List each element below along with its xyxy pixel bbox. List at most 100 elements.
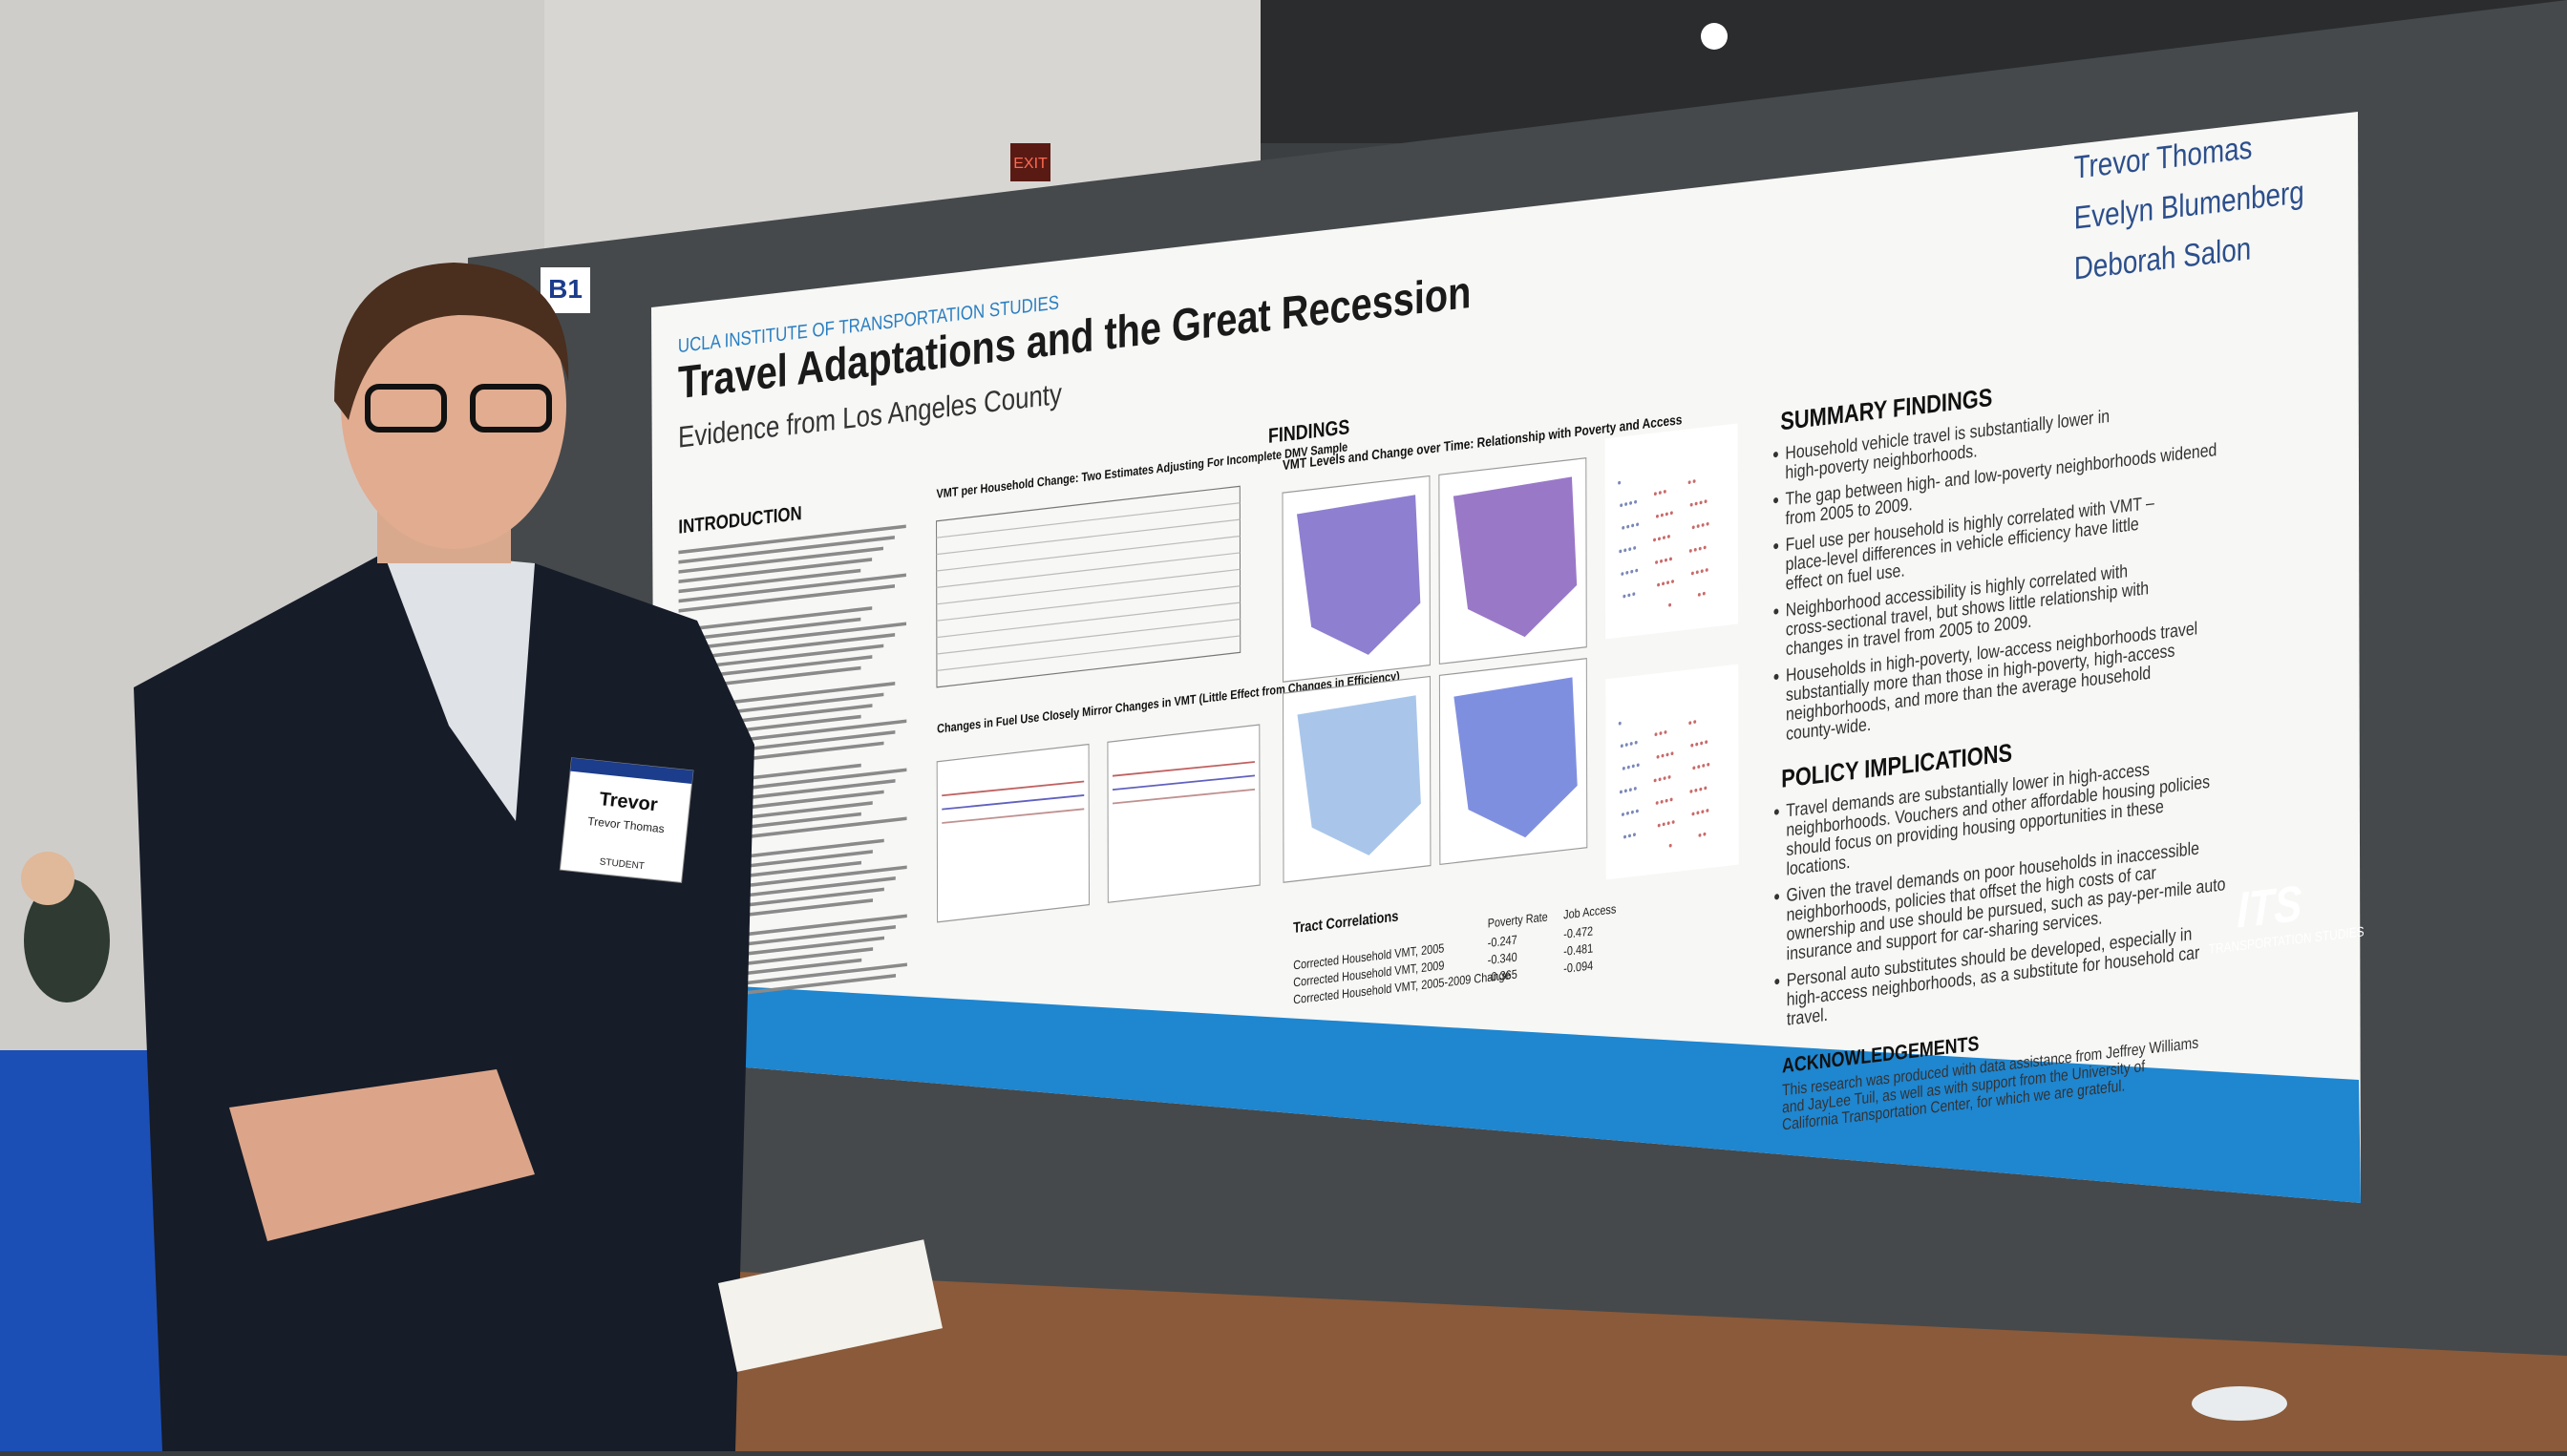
notepad bbox=[718, 1239, 943, 1372]
scatter-dot bbox=[1655, 560, 1659, 564]
table-cell: -0.247 bbox=[1488, 933, 1517, 951]
scatter-dot bbox=[1665, 798, 1668, 803]
table-rule bbox=[936, 618, 1241, 655]
scatter-dot bbox=[1694, 788, 1698, 792]
scatter-dot bbox=[1693, 720, 1697, 724]
scatter-dot bbox=[1664, 558, 1667, 562]
scatter-dot bbox=[1660, 513, 1664, 517]
exit-text: EXIT bbox=[1013, 156, 1048, 172]
body-text bbox=[678, 633, 896, 662]
scatter-dot bbox=[1656, 754, 1660, 759]
scatter-dot bbox=[1658, 491, 1662, 495]
map-shape bbox=[1453, 476, 1578, 638]
bullet bbox=[1774, 894, 1780, 900]
scatter-dot bbox=[1624, 502, 1628, 506]
scatter-dot bbox=[1635, 809, 1639, 813]
scatter-dot bbox=[1623, 789, 1627, 793]
mini-chart bbox=[936, 743, 1090, 923]
scatter-dot bbox=[1660, 800, 1664, 804]
mini-chart-line bbox=[1112, 774, 1255, 791]
scatter-dot bbox=[1630, 569, 1634, 574]
scatter-dot bbox=[1670, 751, 1674, 756]
bullet bbox=[1772, 452, 1778, 458]
booth-label: B1 bbox=[548, 274, 583, 304]
scatter-dot bbox=[1691, 812, 1695, 816]
scatter-dot bbox=[1695, 570, 1699, 575]
scatter-dot bbox=[1671, 820, 1675, 824]
scatter-dot bbox=[1621, 812, 1624, 816]
hands bbox=[229, 1069, 535, 1241]
scatter-dot bbox=[1620, 503, 1623, 508]
scatter-dot bbox=[1655, 514, 1659, 518]
body-text bbox=[678, 584, 896, 613]
scatter-dot bbox=[1663, 776, 1666, 780]
table-rule bbox=[936, 552, 1241, 589]
scatter-dot bbox=[1701, 523, 1705, 527]
scatter-dot bbox=[1653, 538, 1657, 542]
bullet bbox=[1773, 809, 1779, 815]
mini-chart-line bbox=[942, 780, 1085, 797]
scatter-dot bbox=[1662, 581, 1665, 586]
map-shape bbox=[1297, 695, 1421, 855]
scatter-dot bbox=[1699, 500, 1703, 505]
body-text bbox=[678, 524, 906, 555]
poster bbox=[651, 112, 2361, 1203]
scatter-dot bbox=[1696, 524, 1700, 528]
mini-chart-line bbox=[1113, 788, 1256, 805]
table-rule bbox=[936, 518, 1241, 556]
scatter bbox=[1604, 423, 1739, 640]
mini-chart-line bbox=[1112, 761, 1255, 777]
scatter-dot bbox=[1626, 765, 1630, 770]
bullet bbox=[1774, 979, 1780, 985]
bullet bbox=[1773, 608, 1779, 615]
scatter-dot bbox=[1653, 778, 1657, 783]
scatter-dot bbox=[1690, 743, 1694, 748]
scatter-dot bbox=[1704, 786, 1708, 791]
scatter-dot bbox=[1627, 834, 1631, 838]
scatter-dot bbox=[1669, 511, 1673, 516]
scatter-dot bbox=[1636, 522, 1640, 527]
scatter-dot bbox=[1692, 766, 1696, 770]
scatter-dot bbox=[1705, 568, 1708, 572]
map-shape bbox=[1453, 677, 1578, 838]
scatter-dot bbox=[1631, 764, 1635, 769]
light bbox=[1701, 23, 1728, 50]
scatter-dot bbox=[1632, 833, 1636, 837]
body-text bbox=[678, 617, 861, 643]
scatter-dot bbox=[1706, 809, 1709, 812]
scatter-dot bbox=[1698, 834, 1702, 837]
scatter-dot bbox=[1668, 602, 1672, 607]
scatter-dot bbox=[1694, 501, 1698, 506]
cup bbox=[2192, 1386, 2287, 1421]
scatter-dot bbox=[1622, 766, 1625, 770]
scatter-dot bbox=[1626, 524, 1630, 529]
logo-mark: ITS bbox=[2237, 876, 2302, 939]
scatter-dot bbox=[1700, 741, 1704, 746]
scatter-dot bbox=[1654, 732, 1658, 737]
scatter-dot bbox=[1618, 721, 1622, 726]
map-shape bbox=[1296, 495, 1421, 655]
table-cell: -0.481 bbox=[1563, 940, 1593, 959]
scatter-dot bbox=[1618, 480, 1622, 485]
scatter-dot bbox=[1660, 559, 1664, 563]
table-cell: -0.365 bbox=[1488, 967, 1517, 985]
body-text bbox=[678, 622, 907, 652]
body-text bbox=[678, 536, 895, 564]
scatter-dot bbox=[1689, 790, 1693, 793]
body-text bbox=[678, 644, 884, 671]
scatter-dot bbox=[1690, 571, 1694, 576]
mini-chart bbox=[1107, 724, 1261, 903]
column-header: Poverty Rate bbox=[1488, 909, 1548, 930]
table bbox=[688, 1270, 2567, 1451]
scatter-dot bbox=[1623, 834, 1626, 839]
scatter-dot bbox=[1705, 740, 1708, 745]
scatter-dot bbox=[1697, 765, 1701, 769]
scatter-dot bbox=[1619, 790, 1623, 794]
scatter-dot bbox=[1655, 801, 1659, 805]
scatter-dot bbox=[1668, 557, 1672, 561]
scatter-dot bbox=[1703, 832, 1707, 836]
table-cell: -0.340 bbox=[1488, 950, 1517, 968]
scatter-dot bbox=[1665, 512, 1668, 517]
scatter-dot bbox=[1630, 810, 1634, 814]
